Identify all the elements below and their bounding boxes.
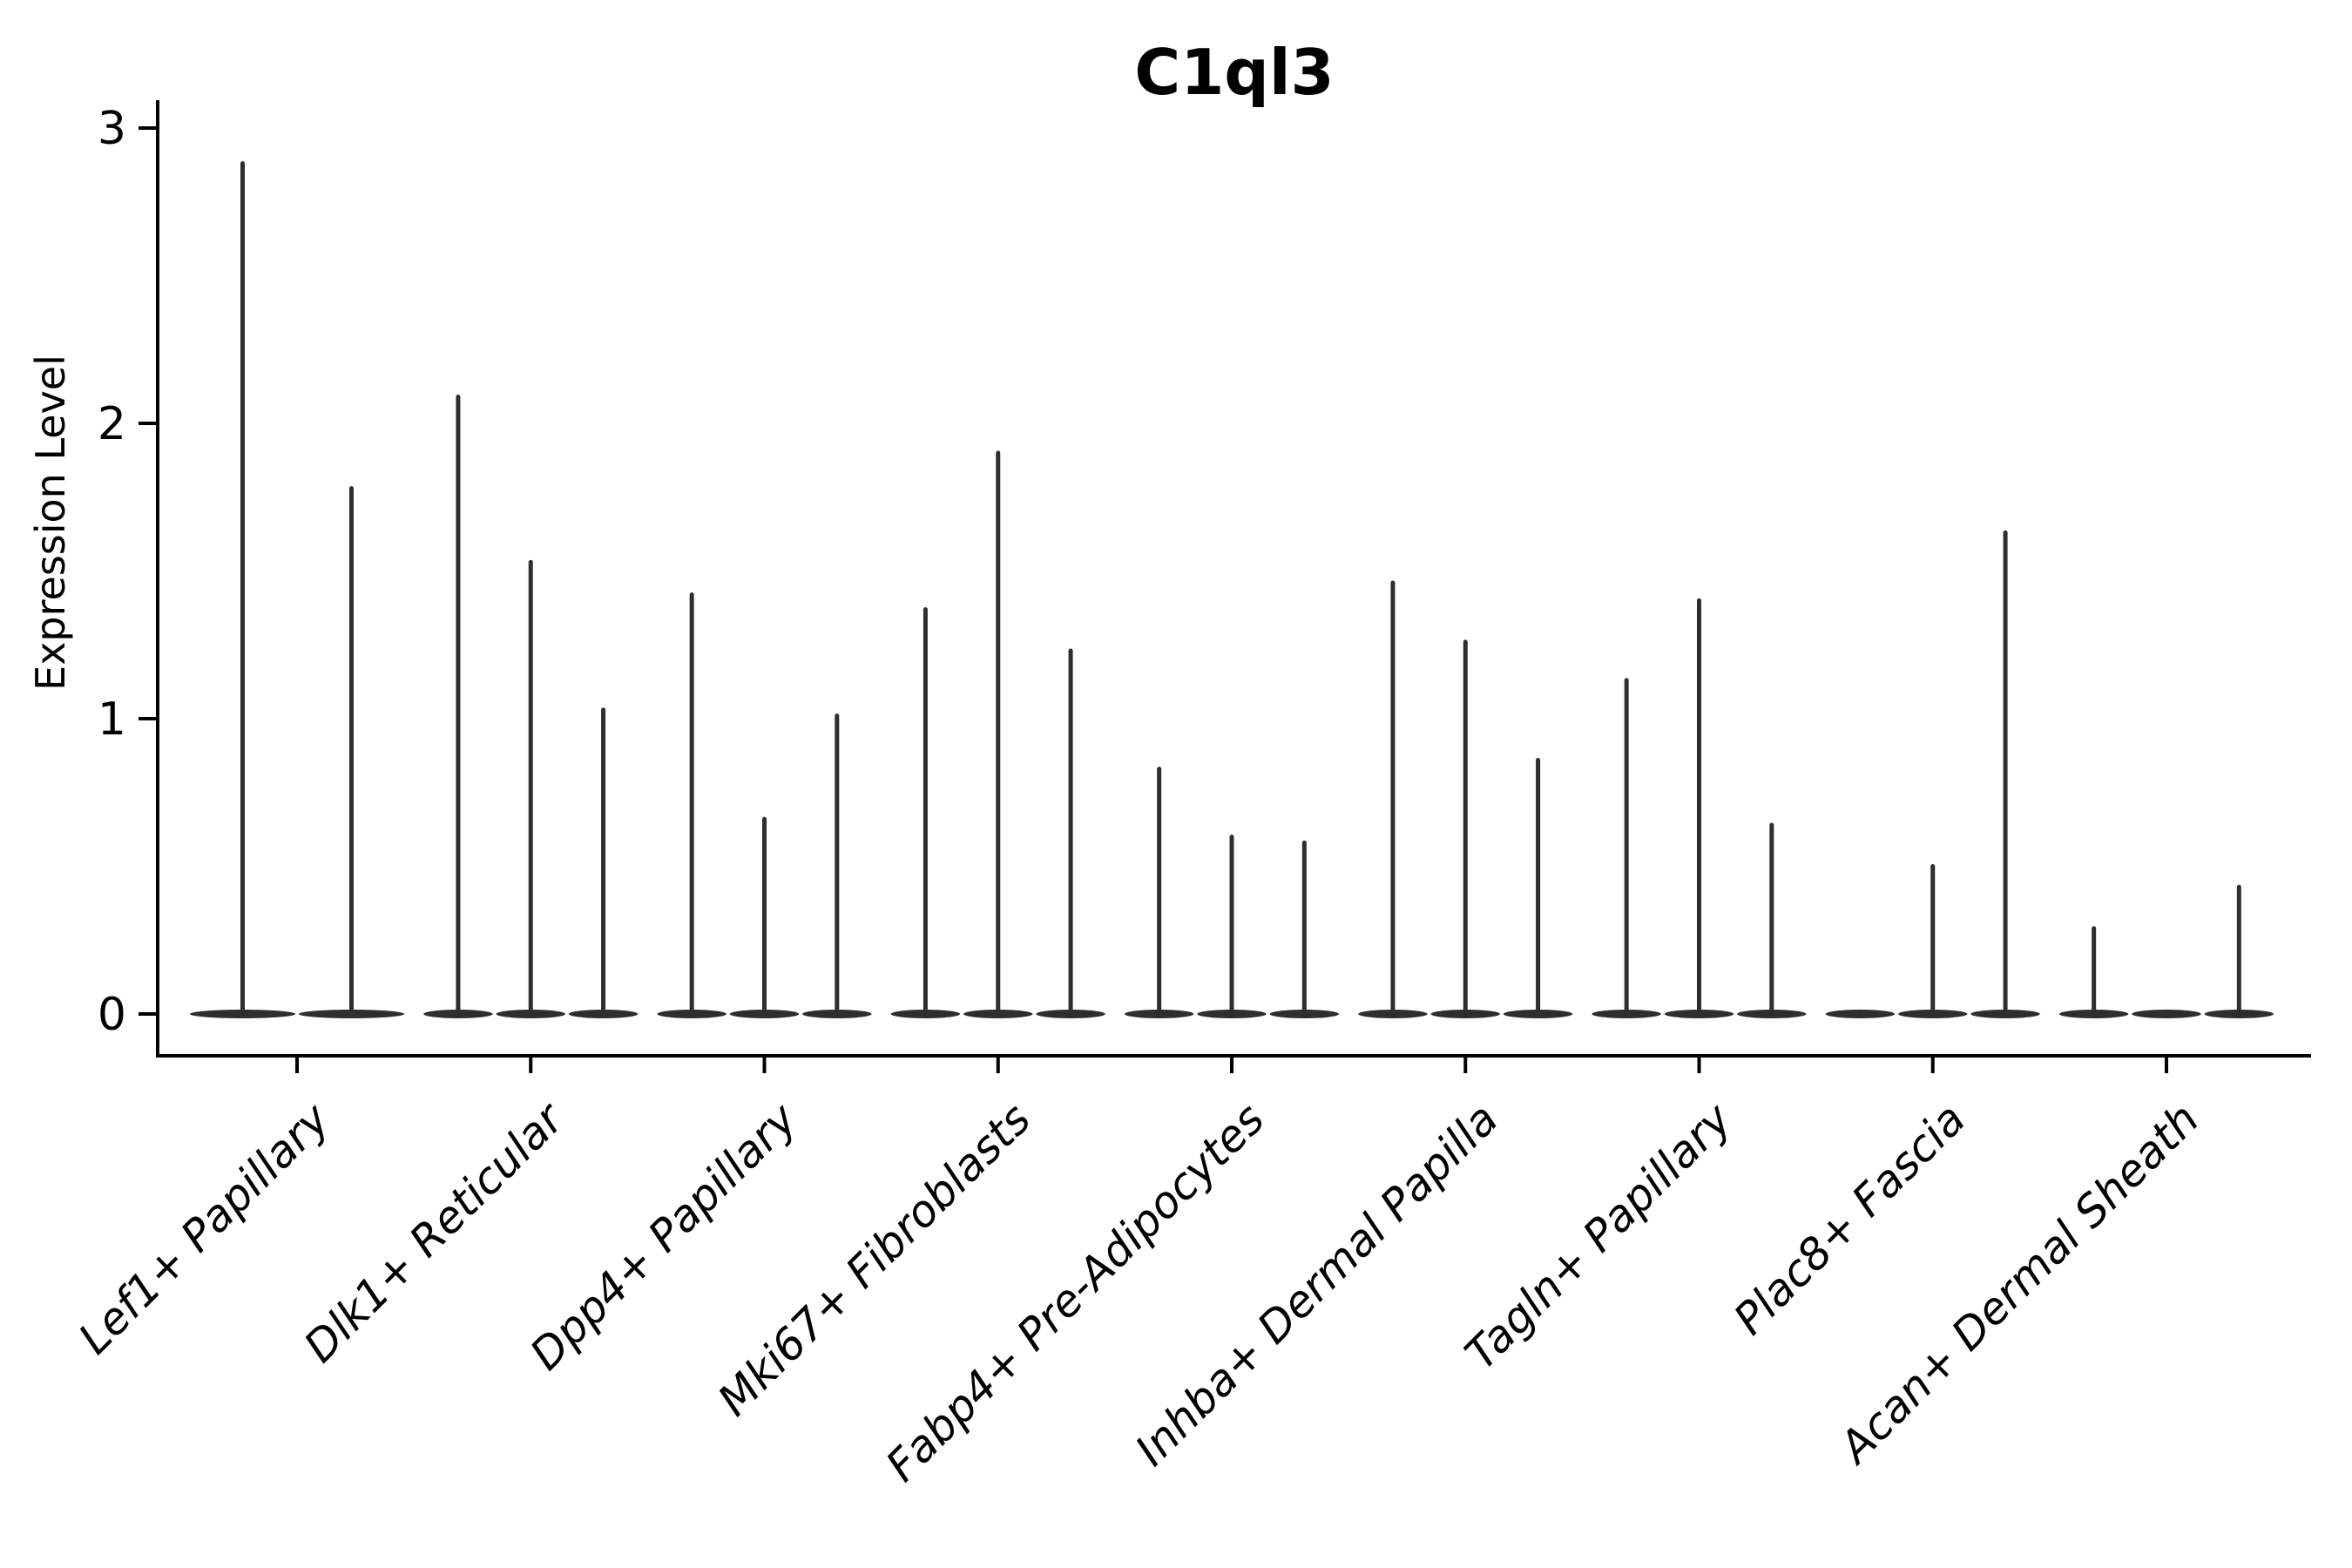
violin-base: [2132, 1010, 2201, 1018]
x-tick-label: Lef1+ Papillary: [69, 1092, 340, 1363]
violin-group: [2059, 884, 2274, 1018]
y-axis: 0 1 2 3: [98, 100, 2311, 1058]
violin-group: [1592, 598, 1807, 1018]
violin-group: [657, 592, 872, 1018]
chart-title: C1ql3: [1134, 36, 1334, 109]
violin-series: [190, 161, 2274, 1018]
x-tick-label: Dlk1+ Reticular: [294, 1092, 575, 1372]
violin-group: [1825, 530, 2040, 1018]
violin-group: [890, 450, 1105, 1018]
y-axis-title: Expression Level: [27, 355, 74, 691]
y-tick-label: 1: [98, 693, 126, 746]
violin-group: [1125, 767, 1340, 1018]
violin-group: [1358, 580, 1573, 1018]
y-tick-label: 0: [98, 989, 126, 1041]
x-tick-label: Fabp4+ Pre-Adipocytes: [876, 1093, 1274, 1491]
violin-group: [190, 161, 404, 1018]
violin-group: [423, 394, 639, 1018]
axis-spines: [156, 100, 2311, 1058]
y-tick-label: 3: [98, 103, 126, 155]
violin-base: [1825, 1010, 1896, 1018]
y-tick-label: 2: [98, 398, 126, 450]
x-tick-label: Plac8+ Fascia: [1724, 1093, 1975, 1344]
